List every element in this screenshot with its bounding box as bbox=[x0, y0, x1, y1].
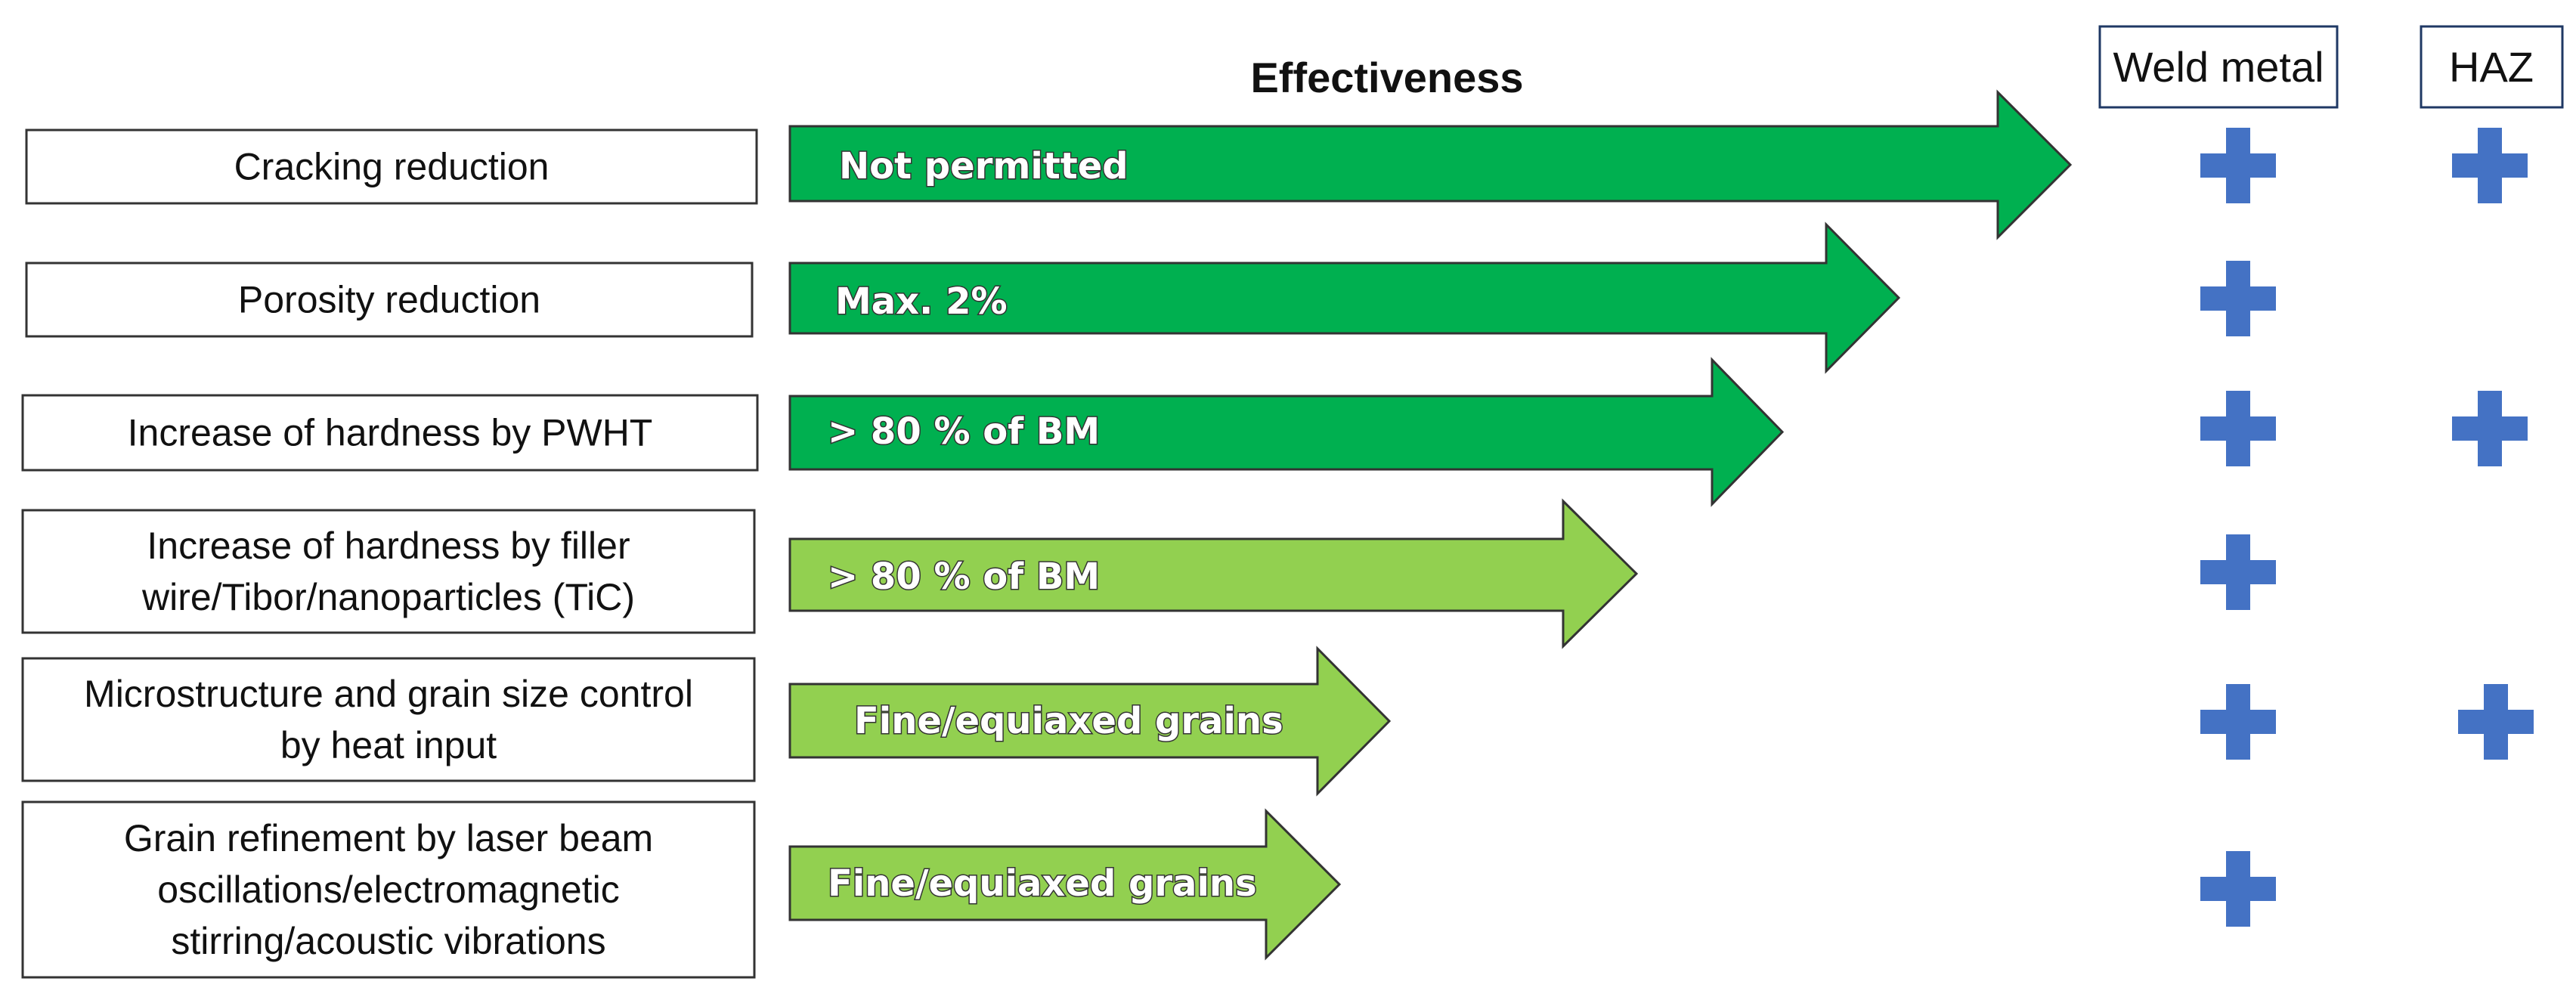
row-label-line: Increase of hardness by filler bbox=[147, 525, 630, 567]
arrow-label: Max. 2% bbox=[835, 280, 1008, 323]
rows-layer: Cracking reduction Not permitted Porosity … bbox=[21, 89, 2534, 979]
effectiveness-arrow bbox=[788, 646, 1392, 797]
haz-plus-icon bbox=[2452, 128, 2528, 203]
plus-icon bbox=[2200, 128, 2276, 203]
plus-icon bbox=[2452, 128, 2528, 203]
row-2: Porosity reduction Max. 2% bbox=[25, 221, 2276, 374]
row-label-line: Grain refinement by laser beam bbox=[124, 817, 653, 859]
effectiveness-arrow bbox=[788, 357, 1785, 507]
row-label-box bbox=[25, 128, 758, 205]
row-label-box bbox=[21, 509, 756, 634]
row-label-line: Increase of hardness by PWHT bbox=[128, 412, 653, 454]
haz-plus-icon bbox=[2458, 684, 2534, 760]
row-label-line: Microstructure and grain size control bbox=[84, 673, 693, 715]
haz-plus-icon bbox=[2452, 391, 2528, 466]
plus-icon bbox=[2200, 261, 2276, 336]
weld-metal-plus-icon bbox=[2200, 261, 2276, 336]
arrow-label: Not permitted bbox=[839, 145, 1129, 187]
weld-metal-header-box bbox=[2098, 25, 2339, 109]
row-label-line: Porosity reduction bbox=[238, 279, 540, 321]
row-label-box bbox=[21, 657, 756, 782]
effectiveness-arrow bbox=[788, 498, 1639, 649]
weld-metal-header: Weld metal bbox=[2113, 43, 2324, 91]
row-6: Grain refinement by laser beam oscillatio… bbox=[21, 800, 2276, 979]
row-1: Cracking reduction Not permitted bbox=[25, 89, 2528, 240]
plus-icon bbox=[2200, 851, 2276, 927]
row-label-line: by heat input bbox=[280, 724, 497, 766]
row-label-line: stirring/acoustic vibrations bbox=[171, 920, 605, 962]
weld-metal-plus-icon bbox=[2200, 684, 2276, 760]
effectiveness-arrow bbox=[788, 89, 2073, 240]
weld-metal-plus-icon bbox=[2200, 851, 2276, 927]
arrow-label: Fine/equiaxed grains bbox=[828, 862, 1257, 905]
plus-icon bbox=[2452, 391, 2528, 466]
effectiveness-arrow bbox=[788, 221, 1901, 374]
row-label-box bbox=[21, 800, 756, 979]
arrow-label: > 80 % of BM bbox=[828, 410, 1100, 453]
haz-header: HAZ bbox=[2449, 43, 2534, 91]
diagram-title: Effectiveness bbox=[1250, 54, 1523, 101]
weld-metal-plus-icon bbox=[2200, 534, 2276, 610]
row-3: Increase of hardness by PWHT > 80 % of BM bbox=[21, 357, 2528, 507]
row-4: Increase of hardness by filler wire/Tibor… bbox=[21, 498, 2276, 649]
arrow-label: > 80 % of BM bbox=[828, 556, 1100, 598]
row-label-line: oscillations/electromagnetic bbox=[157, 868, 619, 911]
row-label-line: wire/Tibor/nanoparticles (TiC) bbox=[141, 576, 635, 618]
weld-metal-plus-icon bbox=[2200, 391, 2276, 466]
row-label-box bbox=[21, 394, 759, 472]
row-label-box bbox=[25, 262, 754, 338]
haz-header-box bbox=[2420, 25, 2564, 109]
effectiveness-arrow bbox=[788, 808, 1342, 961]
weld-metal-plus-icon bbox=[2200, 128, 2276, 203]
plus-icon bbox=[2458, 684, 2534, 760]
plus-icon bbox=[2200, 391, 2276, 466]
row-5: Microstructure and grain size control by … bbox=[21, 646, 2534, 797]
plus-icon bbox=[2200, 684, 2276, 760]
plus-icon bbox=[2200, 534, 2276, 610]
arrow-label: Fine/equiaxed grains bbox=[854, 700, 1283, 742]
row-label-line: Cracking reduction bbox=[234, 146, 550, 188]
